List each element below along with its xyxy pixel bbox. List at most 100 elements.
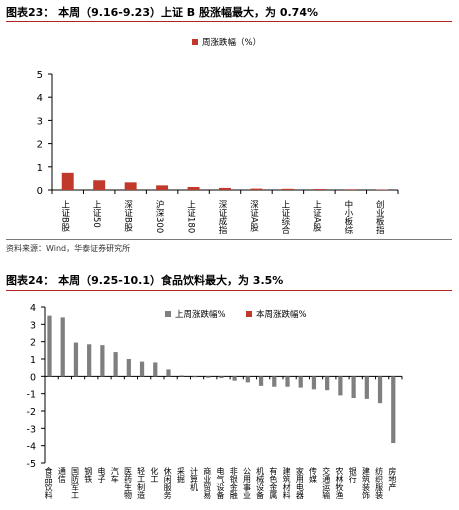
chart2-category-label: 食品饮料 [44,466,53,500]
chart1-category-label: 深证成指 [217,200,227,235]
chart1-legend-label: 周涨跌幅（%） [202,37,261,48]
chart2-bar [232,376,237,381]
chart1-y-tick-label: 3 [37,116,43,127]
chart2-category-label: 传媒 [309,466,318,484]
chart2-bar [87,344,92,377]
chart2-category-label: 电气设备 [216,466,225,500]
chart2-category-label: 房地产 [388,466,397,492]
chart2-bar [100,345,105,377]
chart2-bar [338,376,343,396]
chart2-bar [272,376,277,387]
chart1-y-tick-label: 0 [37,186,43,197]
figure1-bottom-rule [6,239,452,240]
chart2-bar [298,376,303,388]
chart2-legend-label: 本周涨跌幅% [256,309,307,320]
chart1-bar [61,172,74,190]
chart2-bar [179,375,184,377]
chart1-category-label: 深证A股 [248,200,258,232]
chart1-bar [124,182,137,190]
chart2-y-tick-label: 1 [30,355,36,366]
chart2-category-label: 农林牧渔 [335,466,344,499]
chart2-bar [351,376,356,398]
chart2-category-label: 化工 [150,466,159,483]
chart2-bar [139,361,145,377]
chart2-y-tick-label: -5 [27,459,36,470]
chart1-bar [281,188,294,190]
chart1-y-tick-label: 5 [37,70,43,81]
chart1-y-tick-label: 1 [37,163,43,174]
chart2-category-label: 建筑装饰 [361,466,370,500]
figure1-top-rule [6,21,452,22]
chart2-category-label: 钢铁 [84,466,93,484]
chart1: 0 1 2 3 4 5 周涨跌幅（%） 上证B股 上证50 深证B股 沪深300 上证180 深证成指 深… [37,37,399,235]
chart2-category-label: 通信 [57,466,66,484]
figure1-source: 资料来源：Wind，华泰证券研究所 [6,244,131,253]
chart2-bar [166,369,171,377]
chart2-category-label: 采掘 [176,466,185,484]
figure1-title: 图表23： 本周（9.16-9.23）上证 B 股涨幅最大，为 0.74% [6,6,319,19]
chart2-bar [153,362,158,377]
chart2-bar [245,376,250,383]
chart2-legend-label: 上周涨跌幅% [175,309,226,320]
chart1-legend-swatch [192,39,198,45]
chart1-y-tick-label: 2 [37,140,43,151]
chart2-category-label: 公用事业 [242,467,251,499]
chart2-bar [258,376,264,386]
chart1-bar [313,189,326,190]
chart2-bar [311,376,317,390]
chart2-category-label: 轻工制造 [137,466,146,500]
chart2-bar [377,376,383,404]
chart2-bar [192,376,198,378]
chart2-y-tick-label: -1 [27,390,36,401]
chart1-category-label: 上证50 [91,200,101,228]
chart2-category-label: 纺织服装 [375,466,384,500]
chart1-category-label: 上证B股 [60,200,70,232]
chart2-y-tick-label: 0 [30,372,36,383]
chart1-bar [93,180,106,190]
chart2-bar [73,342,79,377]
chart2-category-label: 国防军工 [71,467,80,499]
chart1-category-label: 上证180 [186,200,196,233]
chart1-category-label: 上证综合 [280,200,290,235]
chart1-y-tick-label: 4 [37,93,43,104]
chart2-bar [364,376,369,399]
chart2-category-label: 休闲服务 [163,466,172,500]
chart2-bar [113,352,118,377]
chart1-category-label: 中小板综 [343,199,353,235]
chart2-bar [126,359,131,377]
chart1-bar [187,186,200,190]
figure2-title: 图表24： 本周（9.25-10.1）食品饮料最大，为 3.5% [6,274,284,287]
chart1-category-label: 深证B股 [123,200,133,232]
chart2-category-label: 家用电器 [295,466,304,500]
chart2-category-label: 计算机 [190,466,199,492]
chart1-bar [156,185,169,190]
chart2-bar [219,376,224,379]
chart2-category-label: 汽车 [110,466,119,484]
chart2-bar [325,376,330,391]
chart2-bar [47,315,52,377]
chart1-bar [344,189,357,190]
chart2-y-tick-label: -3 [27,424,36,435]
chart2-category-label: 电子 [97,466,106,483]
chart2-category-label: 商业贸易 [203,466,212,500]
chart2-category-label: 交通运输 [322,466,331,500]
chart2-category-label: 建筑材料 [282,466,291,500]
chart2-category-label: 机械设备 [256,466,265,500]
chart1-bar [250,188,263,190]
chart2-category-label: 银行 [348,466,357,484]
chart2: 43210-1-2-3-4-5上周涨跌幅% 本周涨跌幅%食品饮料 通信 国防军工 钢铁电… [27,303,403,500]
chart2-bar [391,376,396,444]
chart2-category-label: 有色金属 [269,466,278,500]
chart2-y-tick-label: -4 [27,442,36,453]
chart2-legend-swatch [165,311,171,317]
chart1-bar [219,187,231,190]
chart1-category-label: 创业板指 [374,199,384,235]
chart2-bar [285,376,290,387]
chart2-y-tick-label: 3 [30,320,36,331]
chart2-y-tick-label: 2 [30,338,36,349]
chart2-bar [60,317,65,377]
chart1-category-label: 上证A股 [311,200,321,232]
chart2-y-tick-label: -2 [27,407,36,418]
chart2-legend-swatch [246,311,252,317]
chart2-category-label: 非银金融 [229,466,238,500]
